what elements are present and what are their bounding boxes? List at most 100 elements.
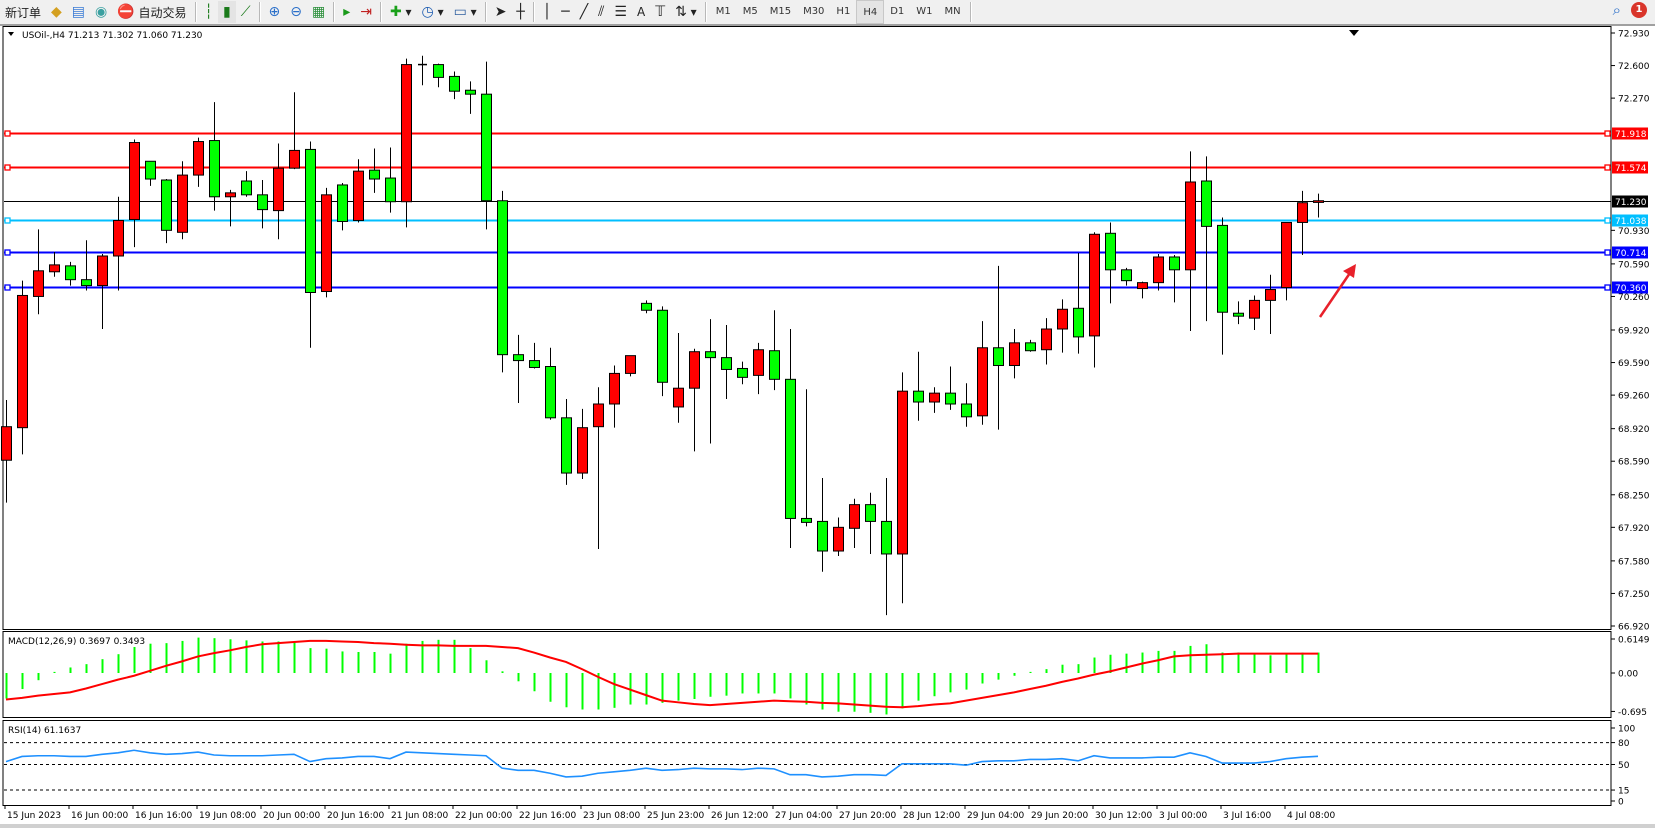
timeframe-h4[interactable]: H4 [856, 0, 885, 24]
fibo-fan-button[interactable]: ⫽ [593, 1, 609, 23]
text-label-button[interactable]: 𝕋 [650, 1, 670, 23]
cursor-icon: ➤ [494, 4, 507, 20]
level-handle-left[interactable] [4, 164, 11, 171]
horizontal-line-button[interactable]: ─ [556, 1, 574, 23]
templates-button[interactable]: ▭ ▾ [453, 4, 477, 20]
tile-windows-button[interactable]: ▦ [307, 1, 330, 23]
level-handle-right[interactable] [1604, 130, 1611, 137]
timeframe-m15[interactable]: M15 [769, 5, 792, 17]
level-price-tag [1612, 195, 1648, 208]
level-handle-right[interactable] [1604, 249, 1611, 256]
line-chart-button[interactable]: ⟋ [236, 1, 256, 23]
candle-body-down [961, 403, 972, 418]
indicators-button[interactable]: ✚ ▾ [389, 4, 412, 20]
annotation-arrow-head-icon[interactable] [1343, 264, 1356, 278]
level-price-label: 71.038 [1615, 217, 1647, 227]
chart-window[interactable]: 71.918 71.574 71.230 71.038 70.714 70.360 72.… [0, 26, 1655, 829]
time-axis-label: 19 Jun 08:00 [199, 811, 256, 821]
candle-body-down [1217, 224, 1228, 313]
vertical-line-button[interactable]: │ [538, 1, 556, 23]
candle [737, 361, 748, 385]
timeframe-d1[interactable]: D1 [890, 5, 905, 17]
level-handle-right[interactable] [1604, 164, 1611, 171]
candle [833, 517, 844, 556]
arrows-button[interactable]: ⇅ ▾ [675, 4, 697, 20]
timeframe-m1[interactable]: M1 [715, 5, 731, 17]
auto-scroll-icon: ▸ [343, 4, 351, 20]
time-axis-label: 22 Jun 16:00 [519, 811, 576, 821]
candle [33, 229, 44, 315]
candlestick-button[interactable]: ▮ [217, 1, 236, 23]
fibonacci-button[interactable]: ☰ [609, 1, 632, 23]
signals-button[interactable]: ◉ [90, 1, 112, 23]
candle [609, 365, 620, 428]
candle-body-up [1009, 342, 1020, 367]
timeframe-mn[interactable]: MN [944, 5, 961, 17]
candle-body-down [145, 160, 156, 180]
level-handle-left[interactable] [4, 284, 11, 291]
auto-scroll-button[interactable]: ▸ [338, 1, 355, 23]
crosshair-button[interactable]: ┼ [511, 1, 529, 23]
periods-button[interactable]: ◷ ▾ [421, 4, 444, 20]
candle [1089, 232, 1100, 368]
candle [961, 383, 972, 427]
candle-body-down [497, 200, 508, 356]
candle [289, 92, 300, 170]
market-watch-button[interactable]: ◆ [46, 1, 67, 23]
chart-menu-triangle-icon[interactable] [8, 32, 14, 36]
navigator-button[interactable]: ▤ [67, 1, 90, 23]
candle [673, 332, 684, 423]
level-handle-right[interactable] [1604, 284, 1611, 291]
toolbar-separator [532, 2, 535, 22]
candle-body-up [1265, 289, 1276, 301]
candle [273, 143, 284, 240]
candle-body-down [481, 93, 492, 202]
timeframe-m30[interactable]: M30 [803, 5, 825, 17]
level-price-tag [1612, 246, 1648, 259]
new-order-button[interactable]: 新订单 [0, 1, 46, 23]
annotation-arrow-shaft[interactable] [1318, 269, 1354, 318]
autotrading-button[interactable]: ⛔ 自动交易 [112, 1, 191, 23]
rsi-label: RSI(14) 61.1637 [8, 726, 81, 736]
zoom-in-button[interactable]: ⊕ [264, 1, 286, 23]
time-axis-label: 23 Jun 08:00 [583, 811, 640, 821]
candle-body-down [241, 180, 252, 196]
price-axis-label: 68.250 [1618, 491, 1650, 501]
level-handle-left[interactable] [4, 217, 11, 224]
level-handle-right[interactable] [1604, 217, 1611, 224]
time-axis-label: 27 Jun 20:00 [839, 811, 896, 821]
time-axis-label: 29 Jun 20:00 [1031, 811, 1088, 821]
toolbar-right: ⌕ 1 [1613, 1, 1647, 19]
price-axis-label: 68.920 [1618, 425, 1650, 435]
candle [257, 180, 268, 229]
timeframe-h1[interactable]: H1 [836, 5, 851, 17]
candle-body-up [673, 387, 684, 408]
chart-shift-marker-icon[interactable] [1349, 30, 1359, 36]
time-axis-label: 21 Jun 08:00 [391, 811, 448, 821]
timeframe-m5[interactable]: M5 [742, 5, 758, 17]
level-price-label: 71.230 [1615, 198, 1647, 208]
trendline-button[interactable]: ╱ [575, 1, 593, 23]
time-axis-label: 16 Jun 16:00 [135, 811, 192, 821]
cursor-button[interactable]: ➤ [490, 1, 512, 23]
candle-body-down [161, 179, 172, 231]
level-handle-left[interactable] [4, 130, 11, 137]
candle [945, 366, 956, 410]
toolbar-separator [194, 2, 197, 22]
rsi-panel[interactable] [2, 720, 1612, 806]
search-icon[interactable]: ⌕ [1612, 1, 1621, 19]
chart-shift-button[interactable]: ⇥ [355, 1, 377, 23]
candle-body-up [321, 194, 332, 293]
bar-chart-button[interactable]: ┆ [200, 1, 218, 23]
timeframe-w1[interactable]: W1 [916, 5, 933, 17]
text-button[interactable]: A [632, 1, 650, 23]
candle [993, 265, 1004, 430]
zoom-out-button[interactable]: ⊖ [285, 1, 307, 23]
price-axis-label: 68.590 [1618, 458, 1650, 468]
level-handle-left[interactable] [4, 249, 11, 256]
candle [865, 492, 876, 554]
candle-body-down [513, 354, 524, 362]
main-chart-panel[interactable] [2, 26, 1612, 630]
toolbar: 新订单 ◆ ▤ ◉ ⛔ 自动交易 ┆ ▮ ⟋ ⊕ ⊖ ▦ ▸ ⇥ ✚ ▾ ◷ ▾… [0, 0, 1655, 26]
notifications-badge[interactable]: 1 [1631, 2, 1647, 18]
